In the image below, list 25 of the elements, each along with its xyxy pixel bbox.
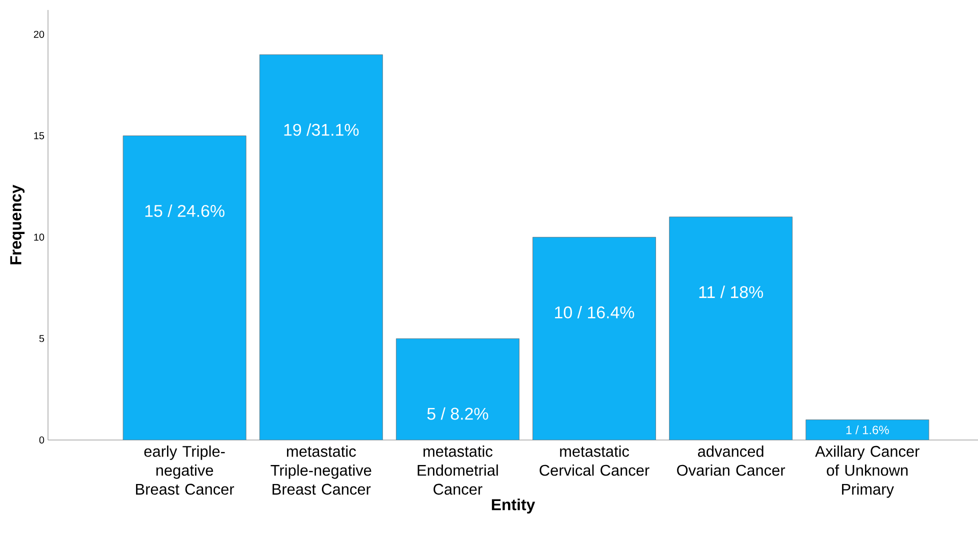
data-label: 10 / 16.4%	[555, 306, 634, 318]
y-tick-label: 15	[34, 132, 44, 140]
data-label: 19 /31.1%	[284, 123, 359, 136]
y-tick-label: 10	[34, 234, 44, 241]
bar	[122, 136, 246, 440]
x-tick-label: Axillary Cancer of Unknown Primary	[815, 446, 920, 498]
y-tick-label: 20	[34, 30, 44, 38]
data-label: 5 / 8.2%	[427, 407, 488, 420]
x-tick-label: metastatic Cervical Cancer	[540, 446, 650, 476]
x-tick-label: early Triple-negative Breast Cancer	[136, 446, 234, 495]
x-tick-label: metastatic Triple-negative Breast Cancer	[270, 446, 372, 495]
bar	[532, 236, 656, 440]
y-tick-label: 5	[39, 335, 44, 342]
bar	[259, 54, 383, 440]
bar	[806, 420, 930, 440]
y-axis-title: Frequency	[10, 184, 25, 264]
bar	[669, 216, 793, 440]
x-tick-label: advanced Ovarian Cancer	[677, 446, 786, 476]
bar	[396, 338, 520, 440]
data-label: 15 / 24.6%	[145, 204, 224, 217]
y-tick-label: 0	[39, 436, 44, 444]
data-label: 1 / 1.6%	[846, 425, 889, 434]
x-tick-label: metastatic Endometrial Cancer	[418, 446, 498, 495]
data-label: 11 / 18%	[699, 286, 764, 298]
x-axis-title: Entity	[492, 498, 536, 514]
